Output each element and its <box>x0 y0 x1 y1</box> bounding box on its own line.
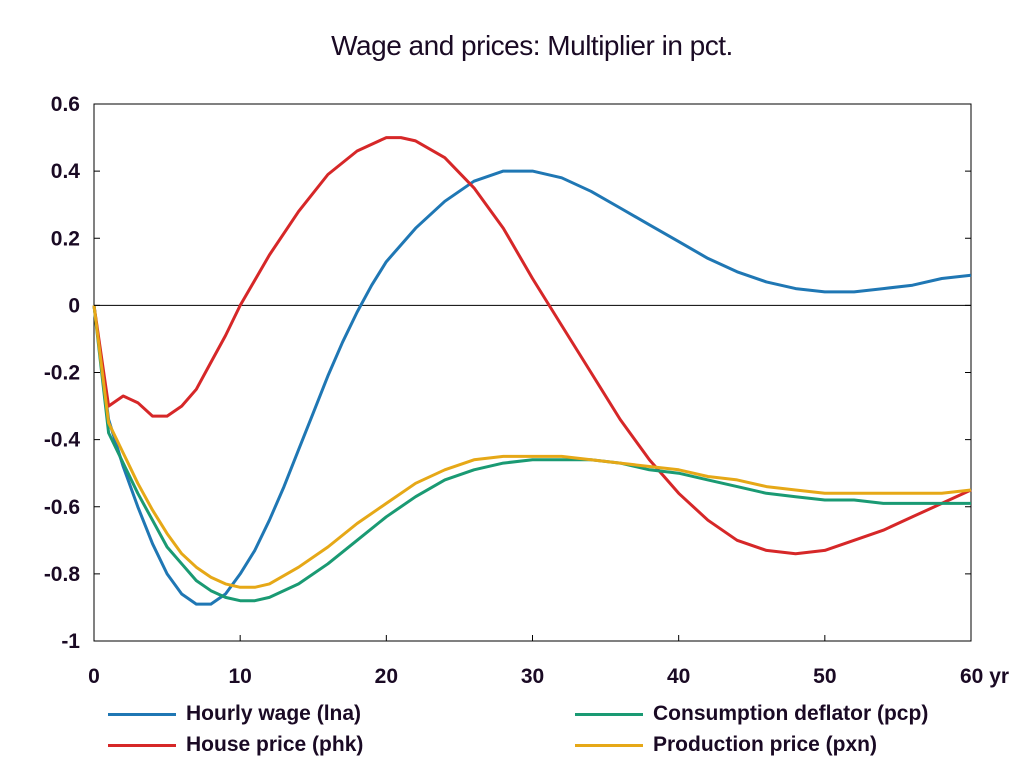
y-tick-label: 0.4 <box>51 160 81 183</box>
y-tick-label: 0 <box>68 294 80 317</box>
y-tick-label: -0.8 <box>44 563 81 586</box>
x-tick-label: 0 <box>88 665 100 688</box>
series-line-1 <box>92 136 972 556</box>
y-tick-label: -0.4 <box>44 429 81 452</box>
x-axis: 0 10 20 30 40 50 60 yr <box>88 635 1009 688</box>
y-tick-label: 0.2 <box>51 227 80 250</box>
y-tick-label: -1 <box>61 630 80 653</box>
plot-border <box>93 103 972 642</box>
chart-title: Wage and prices: Multiplier in pct. <box>331 30 733 61</box>
x-tick-label: 10 <box>228 665 251 688</box>
x-tick-label: 40 <box>667 665 690 688</box>
x-tick-label: 30 <box>521 665 544 688</box>
series-layer <box>92 136 972 606</box>
series-line-2 <box>92 305 971 603</box>
x-tick-label: 50 <box>813 665 836 688</box>
y-tick-label: 0.6 <box>51 93 80 116</box>
y-tick-label: -0.6 <box>44 496 80 519</box>
y-axis: 0.6 0.4 0.2 0 -0.2 -0.4 -0.6 -0.8 -1 <box>44 93 971 653</box>
series-line-3 <box>92 305 972 589</box>
y-tick-label: -0.2 <box>44 362 80 385</box>
x-tick-label: 20 <box>375 665 398 688</box>
series-line-0 <box>92 169 972 606</box>
plot-frame <box>93 103 972 642</box>
x-tick-label: 60 yr <box>960 665 1009 688</box>
